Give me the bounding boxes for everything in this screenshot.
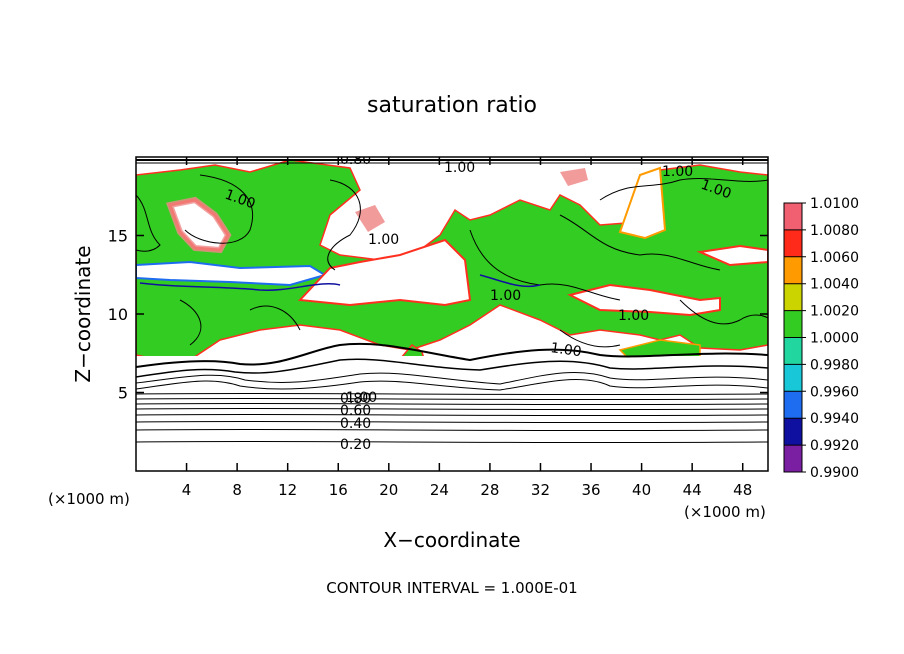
chart-title: saturation ratio	[367, 93, 537, 118]
colorbar-swatch	[784, 283, 802, 311]
y-tick-label: 10	[108, 305, 128, 324]
x-unit-right: (×1000 m)	[684, 503, 766, 521]
y-axis-ticks: 5 10 15	[108, 227, 768, 403]
y-axis-label: Z−coordinate	[71, 245, 95, 382]
x-tick-label: 44	[683, 481, 702, 499]
x-tick-label: 8	[232, 481, 242, 499]
colorbar-swatch	[784, 337, 802, 365]
lower-dry-layer	[136, 356, 768, 471]
contour-label: 0.80	[340, 152, 371, 168]
x-tick-label: 4	[182, 481, 192, 499]
contour-lines	[136, 159, 768, 444]
colorbar-label: 1.0060	[810, 250, 859, 266]
colorbar-label: 1.0100	[810, 196, 859, 212]
x-axis-ticks: 4 8 12 16 20 24 28 32 36 40 44 48	[182, 157, 752, 499]
contour-label: 1.00	[549, 340, 582, 360]
contour-label: 1.00	[490, 288, 521, 304]
x-tick-label: 40	[632, 481, 651, 499]
contour-label: 1.00	[368, 232, 399, 248]
x-unit-left: (×1000 m)	[48, 490, 130, 508]
y-tick-label: 15	[108, 227, 128, 246]
colorbar-label: 0.9940	[810, 411, 859, 427]
x-tick-label: 48	[733, 481, 752, 499]
colorbar-label: 1.0000	[810, 331, 859, 347]
contour-interval-footer: CONTOUR INTERVAL = 1.000E-01	[326, 579, 577, 597]
colorbar-swatch	[784, 445, 802, 472]
x-tick-label: 16	[329, 481, 348, 499]
colorbar-label: 0.9920	[810, 438, 859, 454]
x-tick-label: 24	[430, 481, 449, 499]
colorbar-label: 1.0080	[810, 223, 859, 239]
colorbar-swatch	[784, 418, 802, 446]
contour-label: 1.00	[444, 160, 475, 176]
colorbar-swatch	[784, 229, 802, 257]
x-tick-label: 36	[581, 481, 600, 499]
x-tick-label: 28	[480, 481, 499, 499]
contour-label: 0.80	[340, 391, 371, 407]
x-tick-label: 32	[531, 481, 550, 499]
colorbar-label: 0.9980	[810, 357, 859, 373]
colorbar-label: 1.0020	[810, 304, 859, 320]
x-tick-label: 20	[379, 481, 398, 499]
x-axis-label: X−coordinate	[383, 528, 520, 552]
colorbar-swatch	[784, 310, 802, 338]
x-tick-label: 12	[278, 481, 297, 499]
contour-label: 1.00	[346, 390, 377, 406]
colorbar-label: 1.0040	[810, 277, 859, 293]
y-tick-label: 5	[118, 384, 128, 403]
plot-area: 0.20 0.40 0.60 0.80 0.80 1.00 1.00 1.00 …	[136, 152, 768, 471]
subsaturated-pockets	[136, 166, 768, 317]
colorbar-label: 0.9900	[810, 465, 859, 481]
colorbar-swatch	[784, 256, 802, 284]
colorbar-swatch	[784, 203, 802, 230]
contour-label: 0.60	[340, 403, 371, 419]
contour-label: 0.20	[340, 437, 371, 453]
contour-label: 1.00	[662, 164, 693, 180]
colorbar-label: 0.9960	[810, 384, 859, 400]
colorbar: 0.9900 0.9920 0.9940 0.9960 0.9980 1.0000 1.00…	[783, 196, 859, 481]
contour-label: 1.00	[618, 308, 649, 324]
colorbar-swatch	[784, 391, 802, 419]
contour-label: 0.40	[340, 416, 371, 432]
colorbar-swatch	[784, 364, 802, 392]
